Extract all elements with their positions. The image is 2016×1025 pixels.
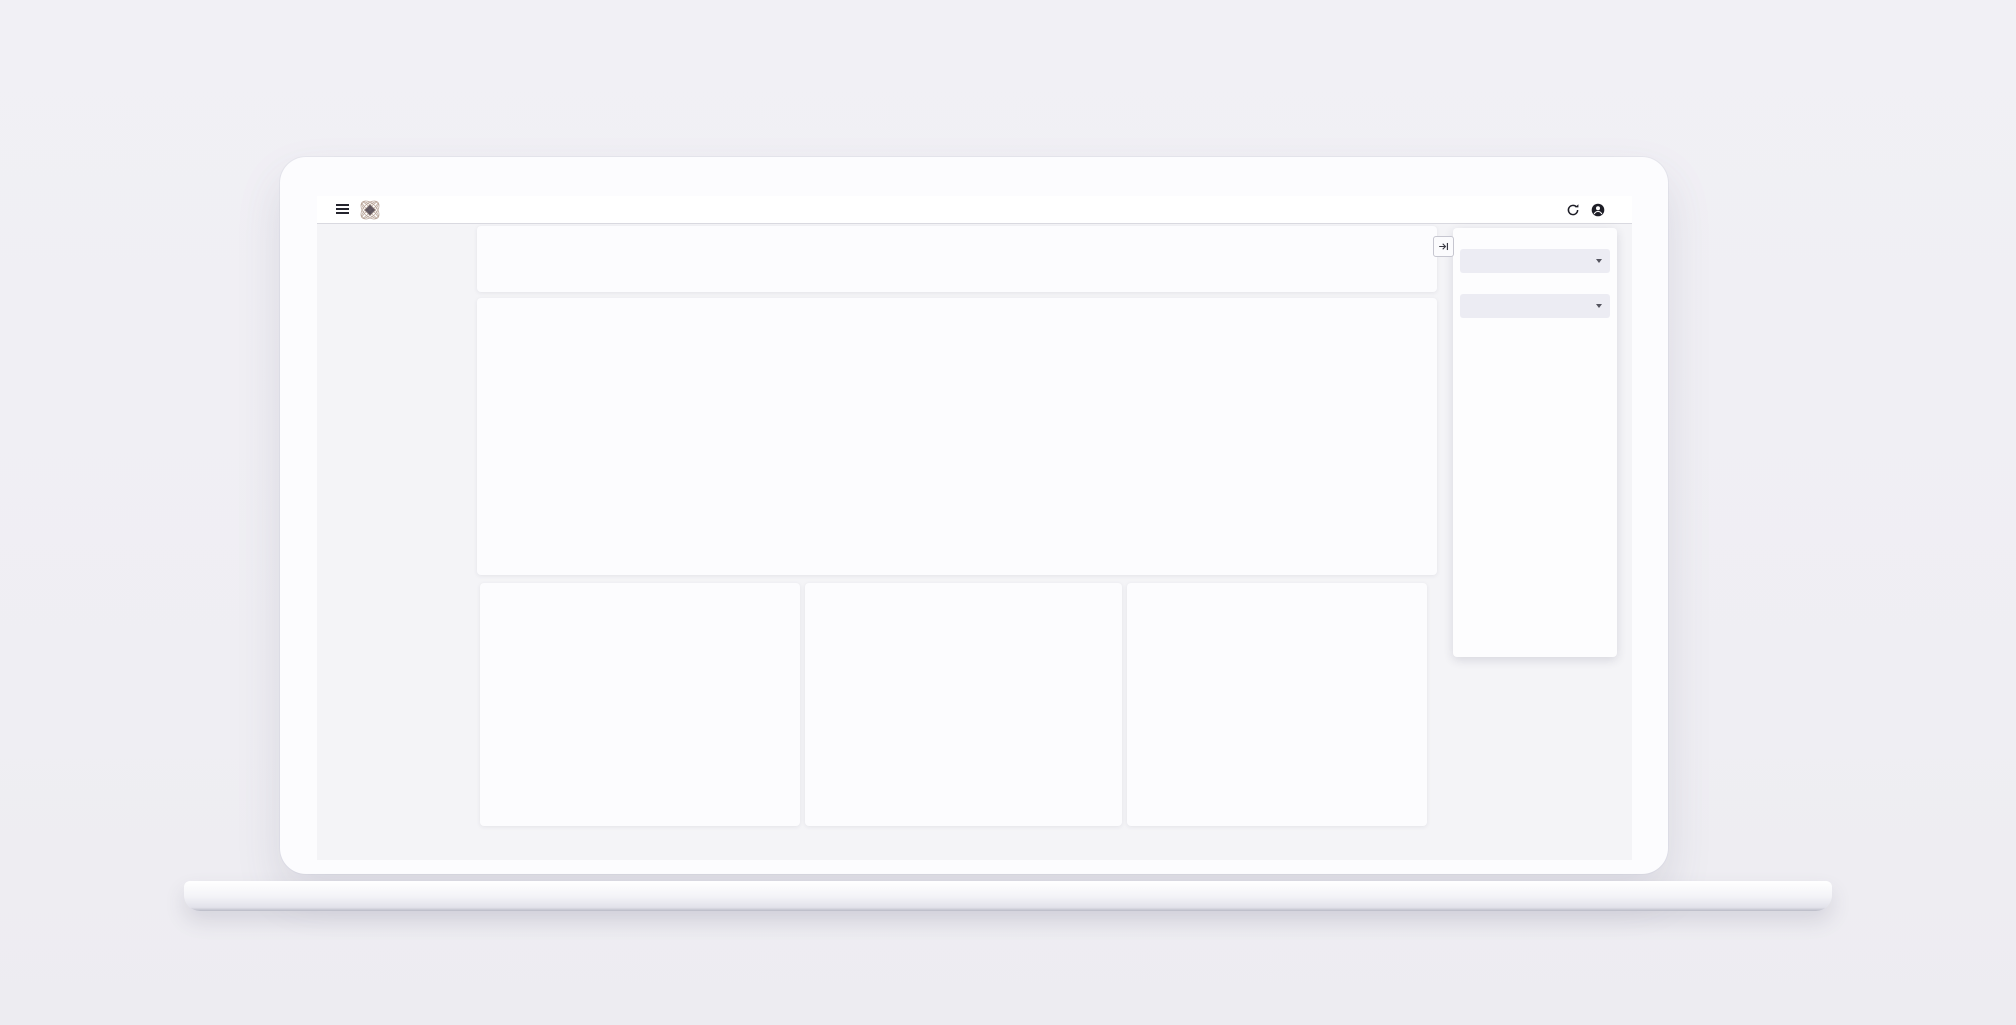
billed-by-row	[1461, 605, 1496, 616]
expand-qad-toggle[interactable]	[1461, 325, 1487, 336]
chevron-down-icon	[1596, 259, 1602, 263]
demand-sources-panel	[1127, 583, 1427, 826]
billed-by-toggle[interactable]	[1461, 605, 1487, 616]
chevron-down-icon	[1596, 304, 1602, 308]
menu-icon[interactable]	[336, 204, 349, 216]
collapse-panel-button[interactable]	[1433, 236, 1454, 257]
user-chip[interactable]	[1591, 203, 1610, 217]
user-avatar-icon	[1591, 203, 1605, 216]
dashboard-screen	[317, 196, 1632, 860]
laptop-base	[184, 881, 1832, 911]
contour-decoration-left	[317, 564, 480, 764]
refresh-icon[interactable]	[1566, 203, 1580, 217]
data-source-select[interactable]	[1460, 249, 1610, 273]
filters-panel	[1453, 228, 1617, 657]
time-range-select[interactable]	[1460, 294, 1610, 318]
demand-sources-donut	[1141, 633, 1305, 797]
overview-trend-chart	[514, 365, 1397, 533]
kpi-cards-strip	[477, 226, 1437, 292]
overview-panel	[477, 298, 1437, 575]
expand-qad-row	[1461, 325, 1496, 336]
vlyby-logo-icon	[357, 197, 383, 223]
laptop-mockup	[280, 157, 1668, 874]
top-demand-partners-panel	[805, 583, 1122, 826]
top-domains-panel	[480, 583, 800, 826]
app-bar	[317, 196, 1632, 224]
